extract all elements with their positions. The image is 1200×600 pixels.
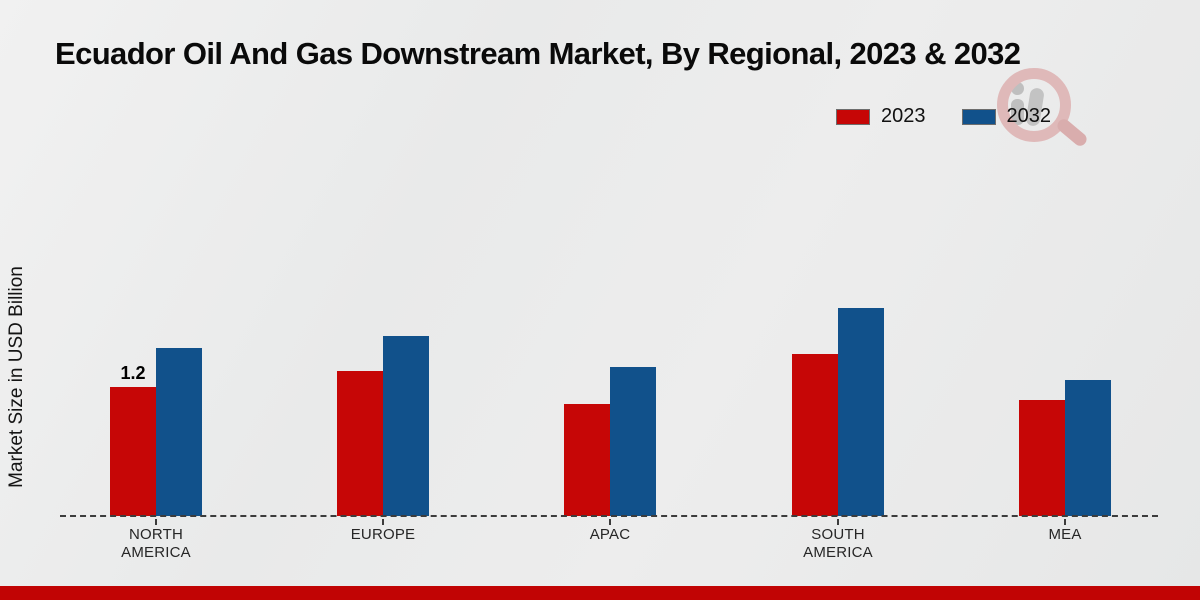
chart-title: Ecuador Oil And Gas Downstream Market, B… [55, 36, 1021, 71]
x-axis-tick [382, 519, 384, 525]
legend: 2023 2032 [836, 105, 1051, 128]
bar-2032-apac [610, 367, 656, 516]
bar-2032-mea [1065, 380, 1111, 516]
x-axis-label-north-america: NORTH AMERICA [121, 526, 191, 561]
footer-accent-bar [0, 586, 1200, 600]
bar-2032-europe [383, 336, 429, 516]
x-axis-label-mea: MEA [1048, 526, 1082, 543]
legend-item-2032: 2032 [961, 105, 1052, 128]
x-axis-tick [1064, 519, 1066, 525]
x-axis-label-apac: APAC [589, 526, 631, 543]
legend-swatch-2032 [961, 108, 996, 125]
bar-2023-south-america [792, 354, 838, 516]
magnifier-chart-logo-watermark-icon [995, 62, 1105, 162]
legend-label-2032: 2032 [1006, 105, 1052, 127]
x-axis-tick [837, 519, 839, 525]
bar-2023-europe [337, 371, 383, 516]
y-axis-label: Market Size in USD Billion [6, 266, 27, 488]
x-axis-tick [155, 519, 157, 525]
x-axis-label-europe: EUROPE [350, 526, 416, 543]
bar-2023-north-america [110, 387, 156, 516]
x-axis-baseline [60, 515, 1158, 517]
x-axis-tick [609, 519, 611, 525]
bar-2032-south-america [838, 308, 884, 516]
legend-label-2023: 2023 [881, 105, 926, 127]
watermark-handle-shape [1054, 116, 1090, 149]
bar-2023-apac [564, 404, 610, 516]
watermark-ring-shape [997, 68, 1071, 142]
data-label-2023-north-america: 1.2 [120, 363, 146, 383]
legend-item-2023: 2023 [836, 105, 926, 128]
x-axis-label-south-america: SOUTH AMERICA [803, 526, 873, 561]
bar-2023-mea [1019, 400, 1065, 516]
bar-2032-north-america [156, 348, 202, 516]
legend-swatch-2023 [836, 108, 870, 125]
